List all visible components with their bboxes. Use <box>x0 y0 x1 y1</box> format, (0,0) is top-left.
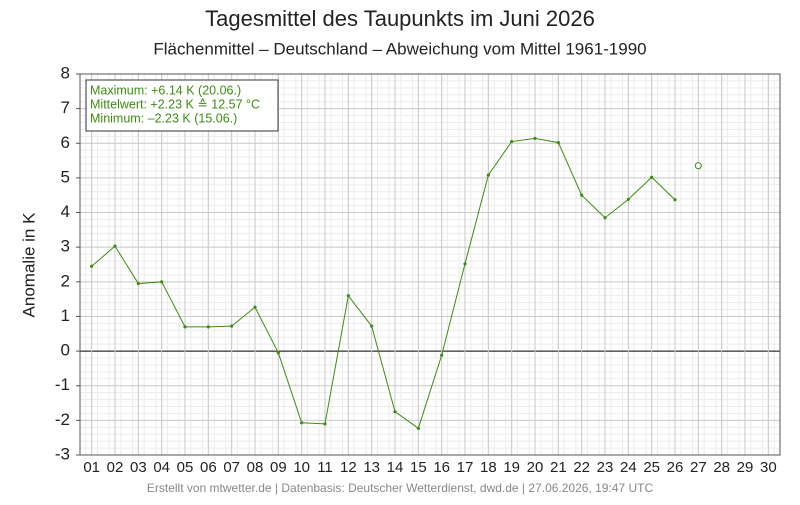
data-point <box>370 324 374 328</box>
x-tick-label: 23 <box>597 459 614 476</box>
footer: Erstellt von mtwetter.de | Datenbasis: D… <box>147 481 654 495</box>
annotation-box <box>85 79 279 132</box>
x-tick-label: 22 <box>573 459 590 476</box>
plot-frame <box>79 73 781 456</box>
x-tick-label: 03 <box>130 459 147 476</box>
y-tick-label: -3 <box>55 444 70 463</box>
annotation-text: Mittelwert: +2.23 K ≙ 12.57 °C <box>90 97 260 111</box>
x-tick-label: 20 <box>527 459 544 476</box>
open-marker <box>694 162 702 170</box>
y-tick-label: 6 <box>61 133 70 152</box>
x-tick-label: 10 <box>293 459 310 476</box>
data-point <box>440 353 444 357</box>
x-tick-label: 24 <box>620 459 637 476</box>
y-tick-label: 7 <box>61 98 70 117</box>
x-tick-label: 01 <box>83 459 100 476</box>
annotation-text: Minimum: –2.23 K (15.06.) <box>90 111 237 125</box>
data-point <box>346 294 350 298</box>
y-tick-label: 4 <box>61 202 70 221</box>
x-tick-label: 09 <box>270 459 287 476</box>
x-tick-label: 13 <box>363 459 380 476</box>
x-tick-label: 08 <box>247 459 264 476</box>
data-point <box>533 136 537 141</box>
data-point <box>486 173 490 177</box>
x-tick-label: 27 <box>690 459 707 476</box>
data-point <box>626 197 630 201</box>
data-point <box>323 422 327 426</box>
data-point <box>510 139 514 144</box>
x-tick-label: 14 <box>387 459 404 476</box>
x-tick-label: 02 <box>107 459 124 476</box>
y-tick-label: 8 <box>61 63 70 82</box>
y-tick-label: 0 <box>61 341 70 360</box>
y-tick-label: -1 <box>55 375 70 394</box>
chart-title: Tagesmittel des Taupunkts im Juni 2026 <box>205 6 595 31</box>
data-point <box>650 175 654 179</box>
data-point <box>90 264 94 268</box>
y-tick-label: -2 <box>55 410 70 429</box>
data-point <box>416 426 420 430</box>
data-point <box>136 281 140 286</box>
data-point <box>206 325 210 329</box>
chart-subtitle: Flächenmittel – Deutschland – Abweichung… <box>153 39 646 58</box>
y-axis-label: Anomalie in K <box>19 212 38 318</box>
x-tick-label: 12 <box>340 459 357 476</box>
x-tick-label: 25 <box>643 459 660 476</box>
data-line <box>91 137 676 430</box>
x-tick-label: 17 <box>457 459 474 476</box>
data-point <box>556 140 560 145</box>
x-tick-label: 04 <box>153 459 170 476</box>
x-tick-label: 05 <box>177 459 194 476</box>
data-point <box>160 280 164 284</box>
x-tick-label: 15 <box>410 459 427 476</box>
x-tick-label: 21 <box>550 459 567 476</box>
y-tick-label: 3 <box>61 237 70 256</box>
data-point <box>253 305 257 309</box>
data-point <box>113 244 117 248</box>
data-point <box>230 324 234 328</box>
data-point <box>673 198 677 202</box>
x-tick-label: 30 <box>760 459 777 476</box>
data-point <box>603 216 607 220</box>
x-tick-label: 29 <box>737 459 754 476</box>
y-tick-label: 5 <box>61 167 70 186</box>
x-tick-label: 26 <box>667 459 684 476</box>
data-point <box>276 351 280 355</box>
data-point <box>580 193 584 197</box>
x-tick-label: 06 <box>200 459 217 476</box>
data-point <box>183 325 187 329</box>
x-tick-label: 28 <box>713 459 730 476</box>
x-tick-label: 11 <box>317 459 333 476</box>
y-tick-label: 1 <box>61 306 70 325</box>
x-tick-label: 18 <box>480 459 497 476</box>
data-point <box>463 262 467 266</box>
x-tick-label: 16 <box>433 459 450 476</box>
annotation-text: Maximum: +6.14 K (20.06.) <box>90 83 241 97</box>
x-tick-label: 07 <box>223 459 240 476</box>
y-tick-label: 2 <box>61 271 70 290</box>
x-tick-label: 19 <box>503 459 520 476</box>
data-point <box>300 421 304 425</box>
data-point <box>393 410 397 414</box>
